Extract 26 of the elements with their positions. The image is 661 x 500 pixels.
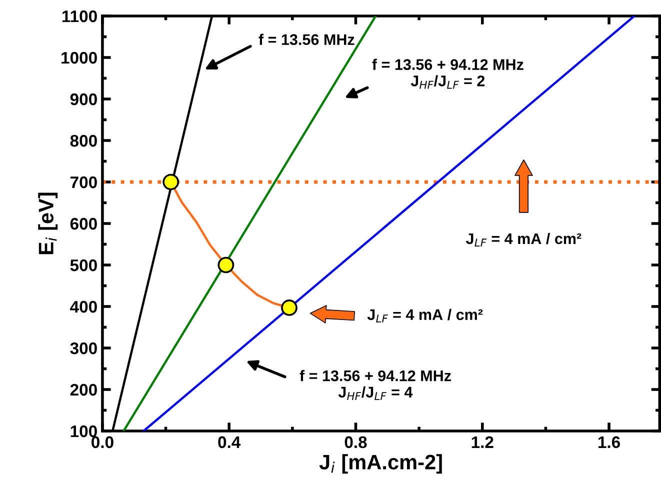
x-tick-label: 1.6 — [598, 436, 620, 448]
annotation: f = 13.56 + 94.12 MHz J$_{HF}$/J$_{LF}$ = 4 — [300, 370, 451, 400]
y-tick-label: 600 — [70, 218, 97, 230]
y-tick-label: 700 — [70, 176, 97, 188]
y-tick-label: 800 — [70, 134, 97, 147]
y-tick-label: 500 — [70, 259, 97, 272]
y-tick-label: 1000 — [62, 52, 97, 64]
x-axis-title: J$_{i}$ [mA.cm-2] — [319, 454, 442, 474]
y-tick-label: 400 — [70, 300, 97, 313]
y-tick-label: 300 — [70, 342, 97, 354]
y-tick-label: 900 — [70, 93, 97, 106]
point — [281, 300, 298, 316]
annotation: f = 13.56 MHz — [258, 34, 354, 46]
annotation: J$_{LF}$ = 4 mA / cm² — [367, 308, 483, 322]
y-tick-label: 1100 — [62, 10, 97, 22]
x-tick-label: 0.8 — [344, 436, 367, 448]
x-tick-label: 0.4 — [218, 436, 241, 448]
x-tick-label: 0.0 — [92, 436, 114, 448]
point — [218, 256, 234, 274]
x-tick-label: 1.2 — [472, 436, 494, 448]
y-tick-label: 200 — [70, 384, 97, 396]
annotation: f = 13.56 + 94.12 MHz J$_{HF}$/J$_{LF}$ = 2 — [372, 58, 524, 89]
annotation: J$_{LF}$ = 4 mA / cm² — [466, 232, 582, 246]
y-tick-label: 100 — [70, 425, 97, 438]
y-axis-title: E$_{i}$ [eV] — [38, 192, 58, 254]
point — [162, 174, 180, 190]
